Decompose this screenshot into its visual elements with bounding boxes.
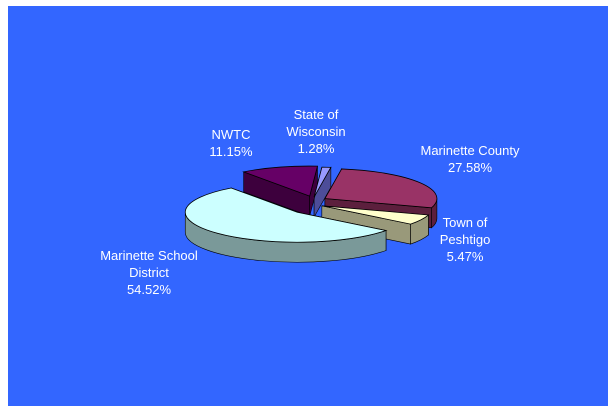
slice-name-label: State of (294, 107, 339, 122)
slice-town-of-peshtigo (321, 205, 430, 225)
pie-tops (184, 165, 438, 243)
chart-area: State of Wisconsin 1.28% Marinette County 27… (8, 6, 608, 406)
slice-label-marinette-county: Marinette County 27.58% (421, 143, 520, 175)
slice-name-label: Wisconsin (286, 124, 345, 139)
slice-name-label: Peshtigo (440, 232, 491, 247)
slice-name-label: District (129, 265, 169, 280)
slice-name-label: Marinette County (421, 143, 520, 158)
slice-percent-label: 5.47% (447, 249, 484, 264)
slice-label-town-of-peshtigo: Town of Peshtigo 5.47% (440, 215, 491, 264)
slice-state-of-wisconsin (313, 166, 332, 198)
slice-percent-label: 1.28% (298, 141, 335, 156)
slice-name-label: Town of (443, 215, 488, 230)
slice-percent-label: 27.58% (448, 160, 493, 175)
pie-labels: State of Wisconsin 1.28% Marinette County 27… (100, 107, 520, 297)
pie-chart: State of Wisconsin 1.28% Marinette County 27… (100, 107, 520, 297)
slice-percent-label: 54.52% (127, 282, 172, 297)
slice-label-state-of-wisconsin: State of Wisconsin 1.28% (286, 107, 345, 156)
slice-name-label: Marinette School (100, 248, 198, 263)
slice-label-nwtc: NWTC 11.15% (209, 127, 253, 159)
slice-marinette-school-district (184, 187, 388, 243)
slice-nwtc (242, 165, 319, 197)
slice-percent-label: 11.15% (209, 144, 253, 159)
slice-name-label: NWTC (212, 127, 251, 142)
slice-marinette-county (324, 168, 438, 209)
slice-label-marinette-school-district: Marinette School District 54.52% (100, 248, 198, 297)
